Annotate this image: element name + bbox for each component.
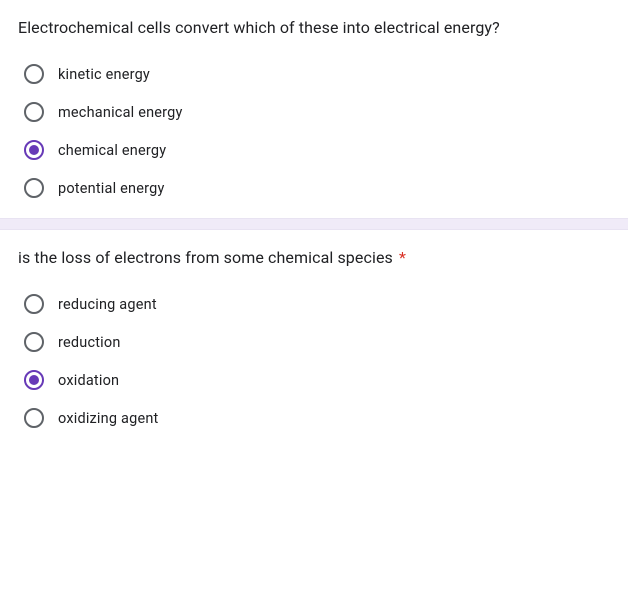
radio-icon	[24, 64, 44, 84]
radio-icon	[24, 140, 44, 160]
question-label: Electrochemical cells convert which of t…	[18, 18, 500, 37]
option-label: potential energy	[58, 180, 165, 197]
required-asterisk-icon: *	[399, 248, 406, 267]
option-label: oxidizing agent	[58, 410, 158, 427]
radio-icon	[24, 408, 44, 428]
radio-option[interactable]: mechanical energy	[24, 102, 610, 122]
option-label: reduction	[58, 334, 121, 351]
radio-option[interactable]: oxidation	[24, 370, 610, 390]
options-group: kinetic energy mechanical energy chemica…	[18, 64, 610, 198]
radio-option[interactable]: reduction	[24, 332, 610, 352]
option-label: mechanical energy	[58, 104, 183, 121]
question-block: Electrochemical cells convert which of t…	[0, 0, 628, 218]
option-label: oxidation	[58, 372, 119, 389]
radio-icon	[24, 102, 44, 122]
section-divider	[0, 218, 628, 230]
radio-option[interactable]: reducing agent	[24, 294, 610, 314]
radio-icon	[24, 370, 44, 390]
radio-option[interactable]: oxidizing agent	[24, 408, 610, 428]
question-text: Electrochemical cells convert which of t…	[18, 16, 610, 40]
radio-icon	[24, 332, 44, 352]
radio-icon	[24, 178, 44, 198]
option-label: chemical energy	[58, 142, 166, 159]
radio-option[interactable]: chemical energy	[24, 140, 610, 160]
radio-option[interactable]: kinetic energy	[24, 64, 610, 84]
option-label: reducing agent	[58, 296, 157, 313]
question-block: is the loss of electrons from some chemi…	[0, 230, 628, 448]
question-text: is the loss of electrons from some chemi…	[18, 246, 610, 270]
option-label: kinetic energy	[58, 66, 150, 83]
radio-option[interactable]: potential energy	[24, 178, 610, 198]
question-label: is the loss of electrons from some chemi…	[18, 248, 393, 267]
options-group: reducing agent reduction oxidation oxidi…	[18, 294, 610, 428]
radio-icon	[24, 294, 44, 314]
